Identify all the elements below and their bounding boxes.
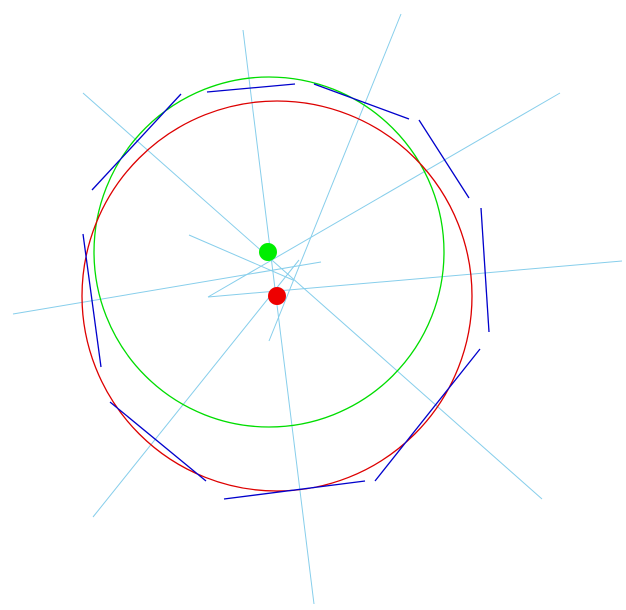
bisector-line [268, 13, 402, 342]
bisector-line [207, 92, 561, 298]
red-circle [81, 100, 473, 492]
edge-segment [223, 480, 366, 500]
bisector-line [82, 92, 543, 500]
red-center-point [268, 287, 286, 305]
edge-segments [82, 83, 490, 500]
bisector-lines [12, 13, 623, 605]
bisector-line [12, 261, 322, 315]
edge-segment [91, 93, 182, 191]
edge-segment [82, 233, 102, 368]
edge-segment [109, 401, 207, 482]
edge-segment [418, 119, 470, 199]
edge-segment [313, 83, 410, 120]
green-circle [93, 76, 445, 428]
edge-segment [374, 348, 481, 482]
bisector-line [92, 259, 300, 518]
bisector-line [188, 234, 294, 281]
edge-segment [206, 83, 296, 93]
green-center-point [259, 243, 277, 261]
edge-segment [480, 207, 490, 333]
